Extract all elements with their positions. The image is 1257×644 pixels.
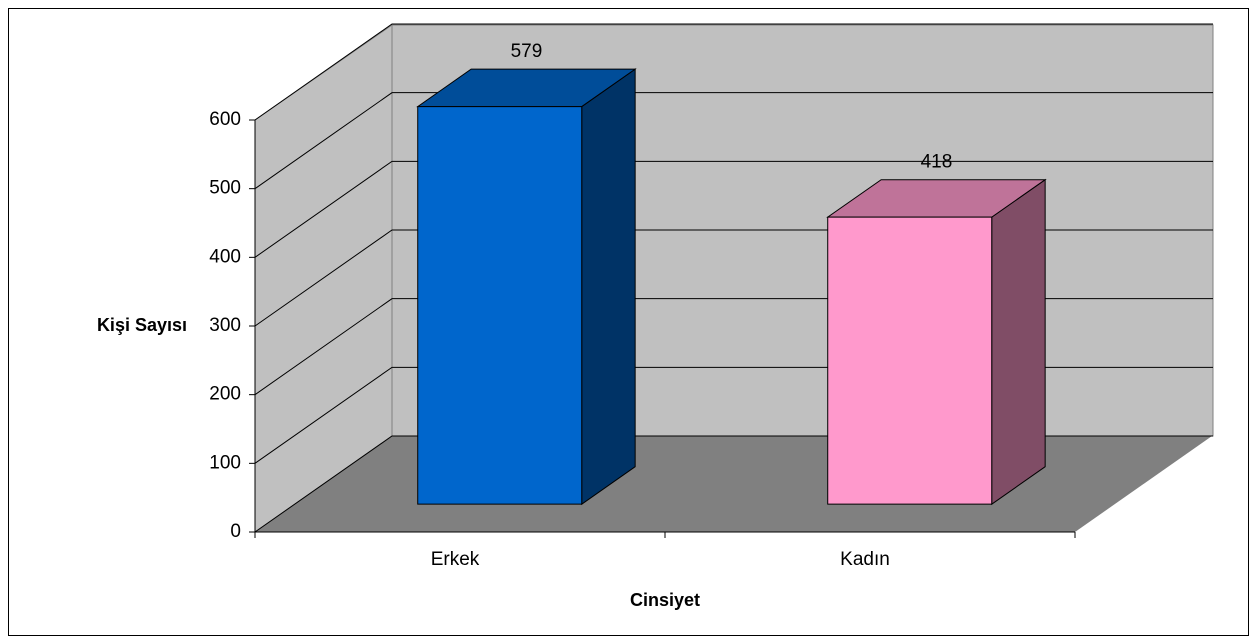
y-tick-label: 0 — [230, 521, 241, 542]
grid-line — [254, 23, 1213, 121]
bar — [827, 216, 993, 505]
grid-line — [254, 92, 1213, 190]
x-tick-label: Kadın — [840, 549, 890, 570]
bar — [417, 106, 583, 505]
data-label: 418 — [921, 152, 953, 173]
y-tick-label: 200 — [209, 384, 241, 405]
x-axis-label: Cinsiyet — [630, 590, 700, 610]
y-tick-label: 400 — [209, 246, 241, 267]
x-tick-label: Erkek — [431, 549, 480, 570]
data-label: 579 — [511, 41, 543, 62]
y-axis-label: Kişi Sayısı — [97, 315, 187, 335]
y-tick-label: 500 — [209, 178, 241, 199]
y-tick-label: 300 — [209, 315, 241, 336]
bar-side — [991, 178, 1046, 506]
y-tick-label: 100 — [209, 452, 241, 473]
bar-side — [581, 68, 636, 506]
floor — [255, 436, 1212, 532]
y-tick-label: 600 — [209, 109, 241, 130]
grid-line — [254, 160, 1213, 258]
